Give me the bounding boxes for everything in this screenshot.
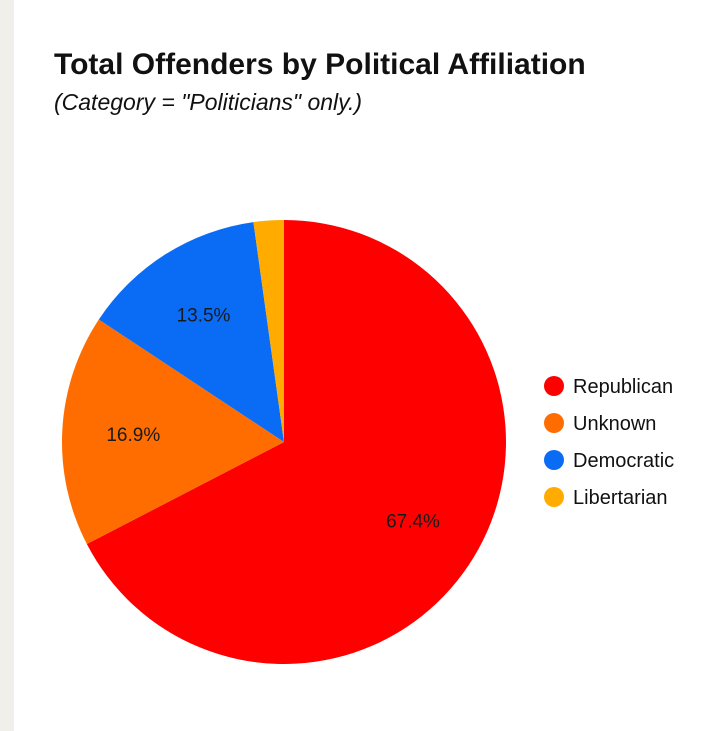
pie-slice-republican: [86, 220, 506, 665]
chart-title: Total Offenders by Political Affiliation: [54, 48, 586, 81]
legend-swatch-unknown: [544, 413, 564, 433]
pie-slice-libertarian: [253, 220, 284, 442]
legend-swatch-libertarian: [544, 487, 564, 507]
chart-card: Total Offenders by Political Affiliation…: [14, 0, 728, 731]
legend-label-libertarian: Libertarian: [573, 487, 668, 509]
slice-label-democratic: 13.5%: [177, 305, 231, 326]
legend-swatch-republican: [544, 376, 564, 396]
legend-label-republican: Republican: [573, 376, 673, 398]
chart-subtitle: (Category = "Politicians" only.): [54, 89, 362, 115]
pie-chart: 67.4% 16.9% 13.5% Republican Unknown Democra…: [61, 220, 674, 665]
legend-label-democratic: Democratic: [573, 450, 674, 472]
legend-swatch-democratic: [544, 450, 564, 470]
legend-label-unknown: Unknown: [573, 413, 656, 435]
slice-label-republican: 67.4%: [386, 512, 440, 533]
pie-slice-democratic: [98, 222, 284, 442]
slice-label-unknown: 16.9%: [106, 425, 160, 446]
pie-slice-unknown: [61, 319, 284, 545]
